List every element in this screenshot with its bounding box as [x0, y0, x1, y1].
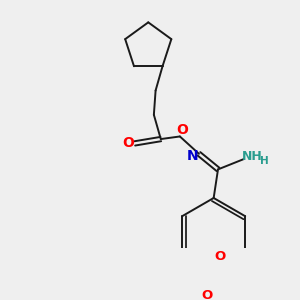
Text: H: H [260, 156, 269, 166]
Text: O: O [201, 290, 212, 300]
Text: N: N [187, 149, 199, 164]
Text: O: O [122, 136, 134, 150]
Text: NH: NH [242, 150, 263, 163]
Text: O: O [176, 123, 188, 137]
Text: O: O [214, 250, 226, 263]
